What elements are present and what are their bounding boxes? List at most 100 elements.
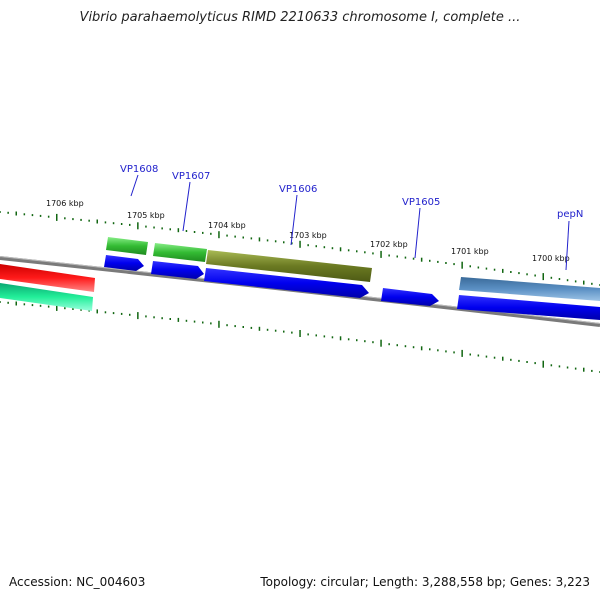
minor-tick (185, 230, 188, 232)
minor-tick (47, 305, 50, 308)
minor-tick (518, 359, 520, 362)
cds-vp1605[interactable] (381, 288, 439, 306)
minor-tick (315, 334, 317, 337)
minor-tick (291, 242, 293, 245)
gene-label-vp1608[interactable]: VP1608 (120, 164, 158, 175)
gene-red-feature[interactable] (0, 264, 95, 292)
minor-tick (429, 259, 431, 262)
minor-tick (96, 309, 98, 314)
minor-tick (39, 214, 42, 217)
tick-label: 1701 kbp (451, 247, 489, 256)
gene-vp1607-box[interactable] (153, 243, 207, 262)
minor-tick (331, 247, 334, 250)
minor-tick (420, 257, 423, 262)
gene-vp1606-box[interactable] (206, 250, 372, 282)
minor-tick (307, 244, 309, 247)
minor-tick (274, 329, 277, 332)
minor-tick (574, 367, 577, 370)
gene-label-pepn[interactable]: pepN (557, 209, 583, 220)
gene-label-vp1607[interactable]: VP1607 (172, 171, 210, 182)
major-tick (56, 303, 58, 311)
minor-tick (23, 303, 26, 306)
cds-vp1608[interactable] (104, 255, 144, 271)
gene-vp1608-box[interactable] (106, 237, 148, 255)
minor-tick (347, 338, 350, 341)
minor-tick (469, 353, 471, 356)
minor-tick (274, 240, 277, 243)
minor-tick (161, 317, 163, 320)
genome-summary-text: Topology: circular; Length: 3,288,558 bp… (260, 575, 590, 589)
major-tick (218, 320, 220, 328)
minor-tick (453, 351, 455, 354)
minor-tick (80, 308, 82, 311)
minor-tick (129, 313, 131, 316)
minor-tick (526, 361, 528, 363)
major-tick (299, 240, 301, 248)
minor-tick (64, 307, 66, 310)
minor-tick (112, 222, 115, 225)
minor-tick (485, 355, 488, 358)
minor-tick (258, 237, 261, 242)
minor-tick (396, 255, 398, 258)
gene-label-vp1606[interactable]: VP1606 (279, 184, 317, 195)
minor-tick (72, 218, 74, 221)
major-tick (56, 213, 58, 221)
minor-tick (153, 316, 155, 319)
minor-tick (364, 251, 366, 254)
minor-tick (202, 321, 204, 324)
minor-tick (502, 356, 504, 361)
minor-tick (412, 257, 415, 260)
tick-label: 1705 kbp (127, 211, 165, 220)
minor-tick (437, 349, 439, 352)
minor-tick (0, 301, 1, 303)
minor-tick (347, 249, 350, 252)
minor-tick (88, 219, 90, 222)
minor-tick (388, 254, 390, 257)
cds-vp1606[interactable] (204, 268, 369, 298)
minor-tick (339, 247, 342, 252)
major-tick (218, 231, 220, 239)
cds-vp1607[interactable] (151, 261, 204, 279)
minor-tick (0, 211, 1, 213)
minor-tick (526, 273, 528, 276)
gene-pepn-box[interactable] (459, 277, 600, 301)
minor-tick (510, 271, 512, 273)
minor-tick (283, 330, 285, 333)
minor-tick (510, 358, 512, 361)
major-tick (542, 273, 544, 281)
accession-text: Accession: NC_004603 (9, 575, 146, 589)
minor-tick (558, 278, 561, 280)
minor-tick (558, 365, 561, 368)
tick-labels: 1706 kbp 1705 kbp 1704 kbp 1703 kbp 1702… (46, 199, 570, 263)
major-tick (542, 360, 544, 368)
minor-tick (493, 268, 496, 271)
minor-tick (412, 346, 415, 349)
minor-tick (129, 223, 131, 226)
minor-tick (234, 235, 236, 238)
cds-pepn[interactable] (457, 295, 600, 320)
minor-tick (193, 320, 196, 323)
minor-tick (396, 344, 398, 347)
major-tick (461, 261, 463, 269)
minor-tick (315, 245, 317, 248)
minor-tick (356, 339, 358, 342)
tick-label: 1703 kbp (289, 231, 327, 240)
gene-label-vp1605[interactable]: VP1605 (402, 197, 440, 208)
minor-tick (534, 362, 536, 365)
minor-tick (31, 304, 34, 307)
minor-tick (242, 326, 244, 328)
minor-tick (120, 223, 123, 225)
minor-tick (202, 231, 204, 234)
minor-tick (404, 345, 407, 348)
minor-tick (177, 317, 180, 322)
minor-tick (120, 312, 123, 315)
minor-tick (153, 226, 155, 229)
minor-tick (477, 354, 480, 357)
minor-tick (339, 336, 342, 341)
gene-teal-feature[interactable] (0, 283, 93, 311)
minor-tick (550, 276, 553, 279)
tick-label: 1704 kbp (208, 221, 246, 230)
minor-tick (445, 350, 447, 353)
minor-tick (7, 211, 9, 214)
minor-tick (550, 364, 553, 367)
